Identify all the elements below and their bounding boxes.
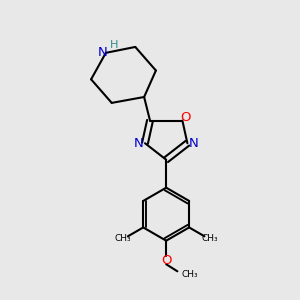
Text: CH₃: CH₃ [182, 270, 198, 279]
Text: O: O [180, 111, 190, 124]
Text: CH₃: CH₃ [114, 234, 130, 243]
Text: CH₃: CH₃ [202, 234, 218, 243]
Text: N: N [189, 137, 199, 150]
Text: O: O [161, 254, 171, 267]
Text: N: N [98, 46, 107, 59]
Text: N: N [134, 137, 143, 150]
Text: H: H [110, 40, 118, 50]
